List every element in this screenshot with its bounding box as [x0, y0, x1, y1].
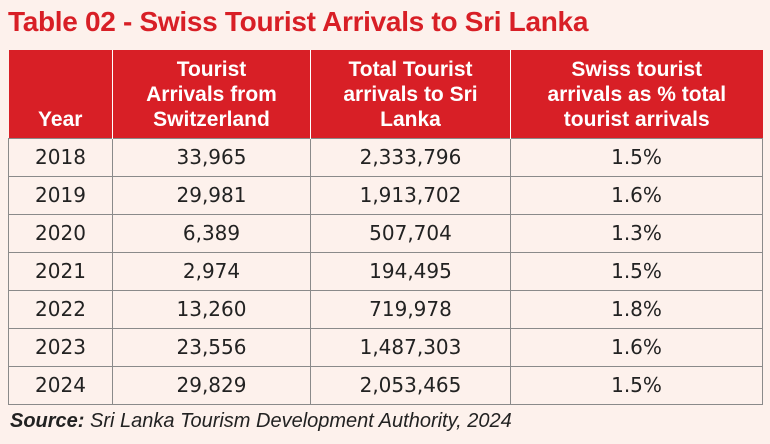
cell-year: 2020: [8, 213, 113, 253]
table-row: 2018 33,965 2,333,796 1.5%: [8, 137, 763, 177]
table-title: Table 02 - Swiss Tourist Arrivals to Sri…: [8, 6, 589, 37]
table-row: 2020 6,389 507,704 1.3%: [8, 213, 763, 253]
column-header-total-arrivals: Total Tourist arrivals to Sri Lanka: [310, 50, 511, 138]
column-header-swiss-percentage: Swiss tourist arrivals as % total touris…: [510, 50, 763, 138]
table-row: 2021 2,974 194,495 1.5%: [8, 251, 763, 291]
column-header-year: Year: [8, 50, 113, 138]
cell-year: 2024: [8, 365, 113, 405]
column-header-line: Total Tourist: [348, 57, 473, 81]
column-header-line: tourist arrivals: [563, 107, 710, 131]
cell-swiss-arrivals: 2,974: [112, 251, 311, 291]
cell-swiss-percentage: 1.6%: [510, 327, 763, 367]
source-note: Source: Sri Lanka Tourism Development Au…: [10, 410, 512, 433]
column-header-line: arrivals to Sri: [343, 82, 478, 106]
cell-total-arrivals: 1,487,303: [310, 327, 511, 367]
column-header-line: Lanka: [380, 107, 441, 131]
cell-total-arrivals: 2,053,465: [310, 365, 511, 405]
cell-swiss-percentage: 1.8%: [510, 289, 763, 329]
cell-swiss-arrivals: 33,965: [112, 137, 311, 177]
table-row: 2022 13,260 719,978 1.8%: [8, 289, 763, 329]
source-text: Sri Lanka Tourism Development Authority,…: [84, 410, 512, 432]
cell-swiss-percentage: 1.5%: [510, 251, 763, 291]
table-row: 2024 29,829 2,053,465 1.5%: [8, 365, 763, 405]
cell-year: 2023: [8, 327, 113, 367]
column-header-line: Swiss tourist: [571, 57, 703, 81]
source-label: Source:: [10, 410, 85, 432]
cell-swiss-percentage: 1.5%: [510, 365, 763, 405]
cell-total-arrivals: 1,913,702: [310, 175, 511, 215]
cell-year: 2018: [8, 137, 113, 177]
column-header-line: Switzerland: [153, 107, 270, 131]
cell-total-arrivals: 194,495: [310, 251, 511, 291]
cell-total-arrivals: 507,704: [310, 213, 511, 253]
column-header-line: arrivals as % total: [547, 82, 727, 106]
cell-swiss-percentage: 1.3%: [510, 213, 763, 253]
column-header-line: Arrivals from: [146, 82, 277, 106]
cell-swiss-arrivals: 23,556: [112, 327, 311, 367]
arrivals-table: Year Tourist Arrivals from Switzerland T…: [8, 50, 763, 405]
table-row: 2023 23,556 1,487,303 1.6%: [8, 327, 763, 367]
header-row: Year Tourist Arrivals from Switzerland T…: [8, 50, 763, 138]
cell-swiss-arrivals: 13,260: [112, 289, 311, 329]
cell-swiss-arrivals: 29,829: [112, 365, 311, 405]
cell-swiss-percentage: 1.5%: [510, 137, 763, 177]
column-header-swiss-arrivals: Tourist Arrivals from Switzerland: [112, 50, 311, 138]
column-header-line: Year: [38, 107, 83, 131]
cell-total-arrivals: 2,333,796: [310, 137, 511, 177]
cell-swiss-arrivals: 29,981: [112, 175, 311, 215]
table-row: 2019 29,981 1,913,702 1.6%: [8, 175, 763, 215]
cell-year: 2022: [8, 289, 113, 329]
column-header-line: Tourist: [176, 57, 247, 81]
cell-total-arrivals: 719,978: [310, 289, 511, 329]
cell-swiss-percentage: 1.6%: [510, 175, 763, 215]
cell-swiss-arrivals: 6,389: [112, 213, 311, 253]
cell-year: 2021: [8, 251, 113, 291]
cell-year: 2019: [8, 175, 113, 215]
